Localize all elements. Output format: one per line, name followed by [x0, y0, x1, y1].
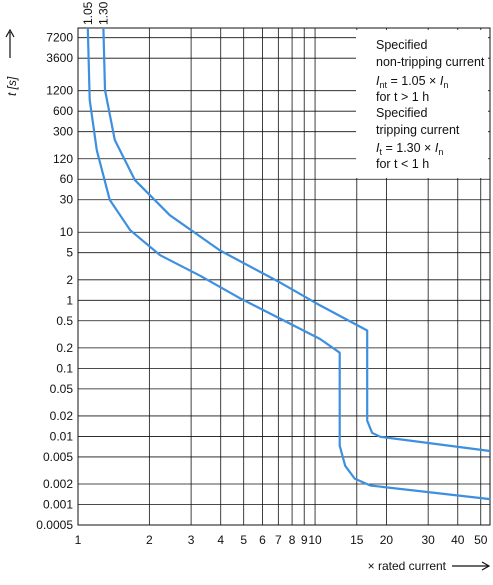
- annotation-formula: Int = 1.05 × In: [376, 74, 448, 90]
- formula-text: = 1.30 ×: [382, 141, 435, 155]
- y-tick-label: 0.05: [50, 382, 74, 396]
- x-tick-label: 9: [301, 533, 308, 547]
- y-tick-label: 0.001: [43, 498, 73, 512]
- y-tick-label: 0.02: [50, 409, 74, 423]
- x-tick-label: 2: [146, 533, 153, 547]
- annotation-bg: [356, 30, 488, 178]
- symbol: I: [440, 74, 444, 88]
- x-tick-label: 30: [421, 533, 435, 547]
- y-tick-label: 3600: [46, 51, 73, 65]
- x-axis-label: × rated current: [368, 559, 447, 573]
- y-tick-label: 30: [60, 193, 74, 207]
- subscript: n: [438, 147, 443, 157]
- x-tick-label: 6: [259, 533, 266, 547]
- y-tick-label: 0.0005: [36, 518, 73, 532]
- y-tick-label: 1200: [46, 84, 73, 98]
- curve-label: 1.05: [81, 1, 95, 25]
- subscript: nt: [379, 80, 387, 90]
- annotation-line: for t > 1 h: [376, 90, 429, 104]
- y-tick-label: 7200: [46, 31, 73, 45]
- x-tick-label: 15: [350, 533, 364, 547]
- x-tick-label: 50: [474, 533, 488, 547]
- annotation-line: Specified: [376, 38, 427, 52]
- plot-frame: [77, 27, 491, 526]
- subscript: t: [379, 147, 382, 157]
- symbol: I: [376, 141, 380, 155]
- x-tick-label: 7: [275, 533, 282, 547]
- symbol: I: [376, 74, 380, 88]
- annotation-line: for t < 1 h: [376, 157, 429, 171]
- x-tick-label: 4: [217, 533, 224, 547]
- y-tick-label: 1: [66, 293, 73, 307]
- y-axis-arrowhead: [5, 28, 15, 38]
- x-tick-label: 40: [451, 533, 465, 547]
- symbol: I: [435, 141, 439, 155]
- x-tick-label: 20: [380, 533, 394, 547]
- annotation: Specified non-tripping current Int = 1.0…: [356, 30, 488, 178]
- y-tick-label: 2: [66, 273, 73, 287]
- annotation-formula: It = 1.30 × In: [376, 141, 443, 157]
- y-tick-label: 0.1: [56, 361, 73, 375]
- y-tick-label: 600: [53, 104, 73, 118]
- x-tick-label: 1: [75, 533, 82, 547]
- x-tick-label: 10: [308, 533, 322, 547]
- curve: [86, 27, 491, 501]
- curve: [102, 27, 491, 453]
- y-tick-label: 0.01: [50, 429, 74, 443]
- annotation-line: Specified: [376, 106, 427, 120]
- y-tick-label: 0.005: [43, 450, 73, 464]
- y-tick-label: 120: [53, 152, 73, 166]
- annotation-line: non-tripping current: [376, 55, 485, 69]
- curve-label: 1.30: [96, 1, 110, 25]
- y-tick-label: 0.5: [56, 314, 73, 328]
- y-tick-label: 0.002: [43, 477, 73, 491]
- x-tick-label: 3: [188, 533, 195, 547]
- y-tick-label: 5: [66, 246, 73, 260]
- y-axis-label: t [s]: [5, 76, 19, 96]
- x-tick-label: 5: [240, 533, 247, 547]
- annotation-line: tripping current: [376, 123, 460, 137]
- x-tick-label: 8: [289, 533, 296, 547]
- x-axis-arrowhead: [481, 561, 491, 571]
- y-tick-label: 0.2: [56, 341, 73, 355]
- y-tick-label: 60: [60, 172, 74, 186]
- formula-text: = 1.05 ×: [387, 74, 440, 88]
- subscript: n: [443, 80, 448, 90]
- y-tick-label: 300: [53, 125, 73, 139]
- y-tick-label: 10: [60, 225, 74, 239]
